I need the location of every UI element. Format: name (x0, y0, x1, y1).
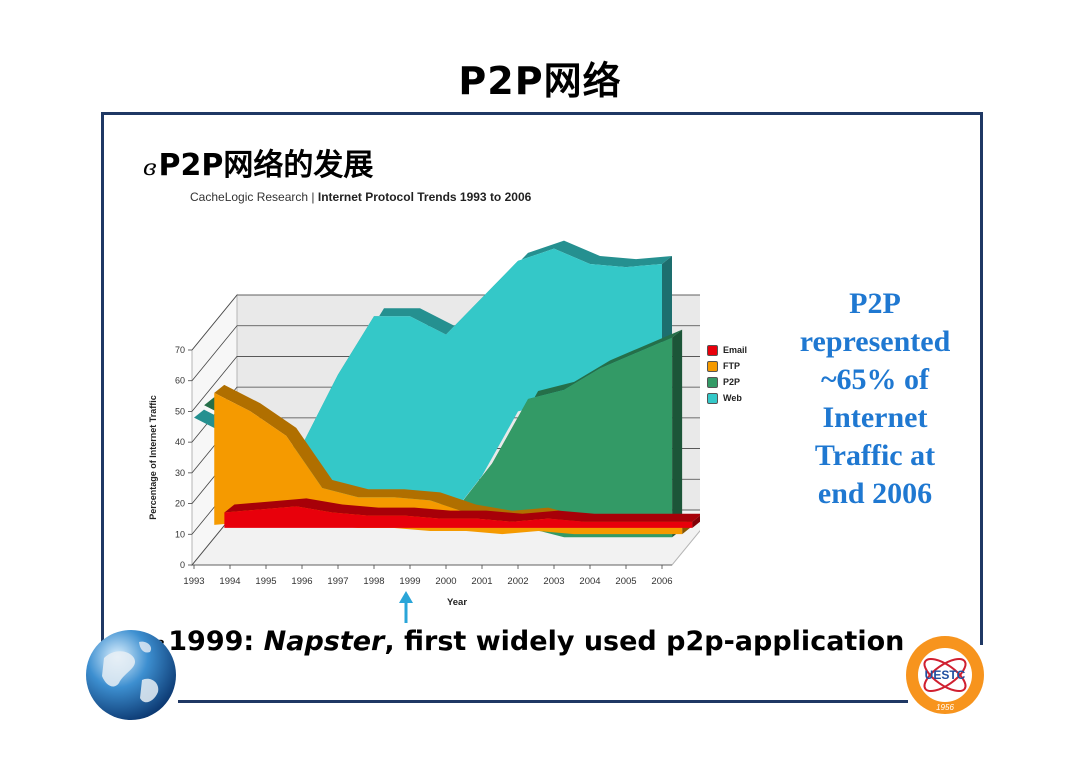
x-tick-label: 2003 (543, 576, 564, 587)
x-tick-label: 1993 (183, 576, 204, 587)
x-tick-label: 2002 (507, 576, 528, 587)
area-edge-web (662, 256, 672, 350)
legend-item-email: Email (707, 342, 747, 358)
callout-line: Traffic at (814, 439, 936, 472)
x-tick-label: 2005 (615, 576, 636, 587)
y-tick-label: 40 (175, 437, 185, 447)
area-ridge-ftp (214, 384, 693, 525)
y-axis-title: Percentage of Internet Traffic (148, 395, 158, 520)
area-p2p (204, 337, 673, 538)
callout-line: end 2006 (817, 477, 933, 510)
chart-legend: Email FTP P2P Web (707, 342, 747, 406)
content-frame (101, 112, 983, 645)
chart-title: Internet Protocol Trends 1993 to 2006 (317, 190, 532, 204)
callout-line: represented (799, 325, 951, 358)
bottom-rule (178, 700, 908, 703)
napster-bullet: ɞ1999: Napster, first widely used p2p-ap… (150, 626, 907, 657)
area-chart: 0 10 20 30 40 50 60 70 1993 1994 1995 1996 1997 1998 1… (148, 240, 700, 623)
x-axis-title: Year (447, 597, 467, 608)
bullet-heading: ɞP2P网络的发展 (143, 140, 373, 184)
x-tick-label: 1994 (219, 576, 240, 587)
legend-swatch (707, 392, 718, 404)
bullet-heading-text: P2P网络的发展 (158, 148, 374, 183)
x-tick-label: 1997 (327, 576, 348, 587)
x-tick-label: 2004 (579, 576, 600, 587)
x-tick-label: 1996 (291, 576, 312, 587)
uestc-logo: UESTC 1956 (906, 636, 984, 714)
legend-label: FTP (723, 361, 740, 371)
legend-label: Web (723, 393, 742, 403)
x-tick-label: 1995 (255, 576, 276, 587)
x-tick-label: 2001 (471, 576, 492, 587)
legend-item-ftp: FTP (707, 358, 747, 374)
uestc-logo-year: 1956 (936, 703, 954, 712)
p2p-callout: P2P represented ~65% of Internet Traffic at e… (780, 285, 970, 513)
y-tick-label: 0 (180, 560, 185, 570)
bullet-app-name: Napster (263, 626, 385, 657)
callout-line: ~65% of (820, 363, 930, 396)
area-edge-p2p (672, 329, 683, 538)
legend-swatch (707, 360, 718, 372)
y-tick-label: 20 (175, 499, 185, 509)
legend-label: P2P (723, 377, 741, 387)
uestc-logo-text: UESTC (925, 668, 966, 682)
chart-source: CacheLogic Research (190, 190, 309, 204)
chart-header-separator: | (311, 190, 315, 204)
area-edge-email (692, 515, 700, 528)
y-tick-label: 50 (175, 406, 185, 416)
legend-swatch (707, 376, 718, 388)
globe-logo (86, 630, 176, 720)
chart-header: CacheLogic Research | Internet Protocol … (190, 190, 531, 204)
bullet-icon: ɞ (143, 156, 157, 181)
area-ridge-email (224, 498, 700, 522)
bullet-rest: , first widely used p2p-application (384, 626, 905, 657)
callout-line: Internet (822, 401, 928, 434)
x-tick-label: 2006 (651, 576, 672, 587)
legend-item-p2p: P2P (707, 374, 747, 390)
bullet-year: 1999: (168, 626, 255, 657)
area-ftp (214, 392, 683, 535)
y-tick-label: 30 (175, 468, 185, 478)
callout-line: P2P (849, 287, 901, 320)
y-tick-label: 10 (175, 529, 185, 539)
x-tick-label: 1999 (399, 576, 420, 587)
x-tick-label: 1998 (363, 576, 384, 587)
y-tick-label: 60 (175, 376, 185, 386)
legend-swatch (707, 344, 718, 356)
legend-item-web: Web (707, 390, 747, 406)
highlight-arrow-head (399, 591, 413, 603)
slide-title: P2P网络 (458, 59, 622, 103)
y-tick-label: 70 (175, 345, 185, 355)
x-tick-label: 2000 (435, 576, 456, 587)
area-email (224, 506, 693, 528)
legend-label: Email (723, 345, 748, 355)
